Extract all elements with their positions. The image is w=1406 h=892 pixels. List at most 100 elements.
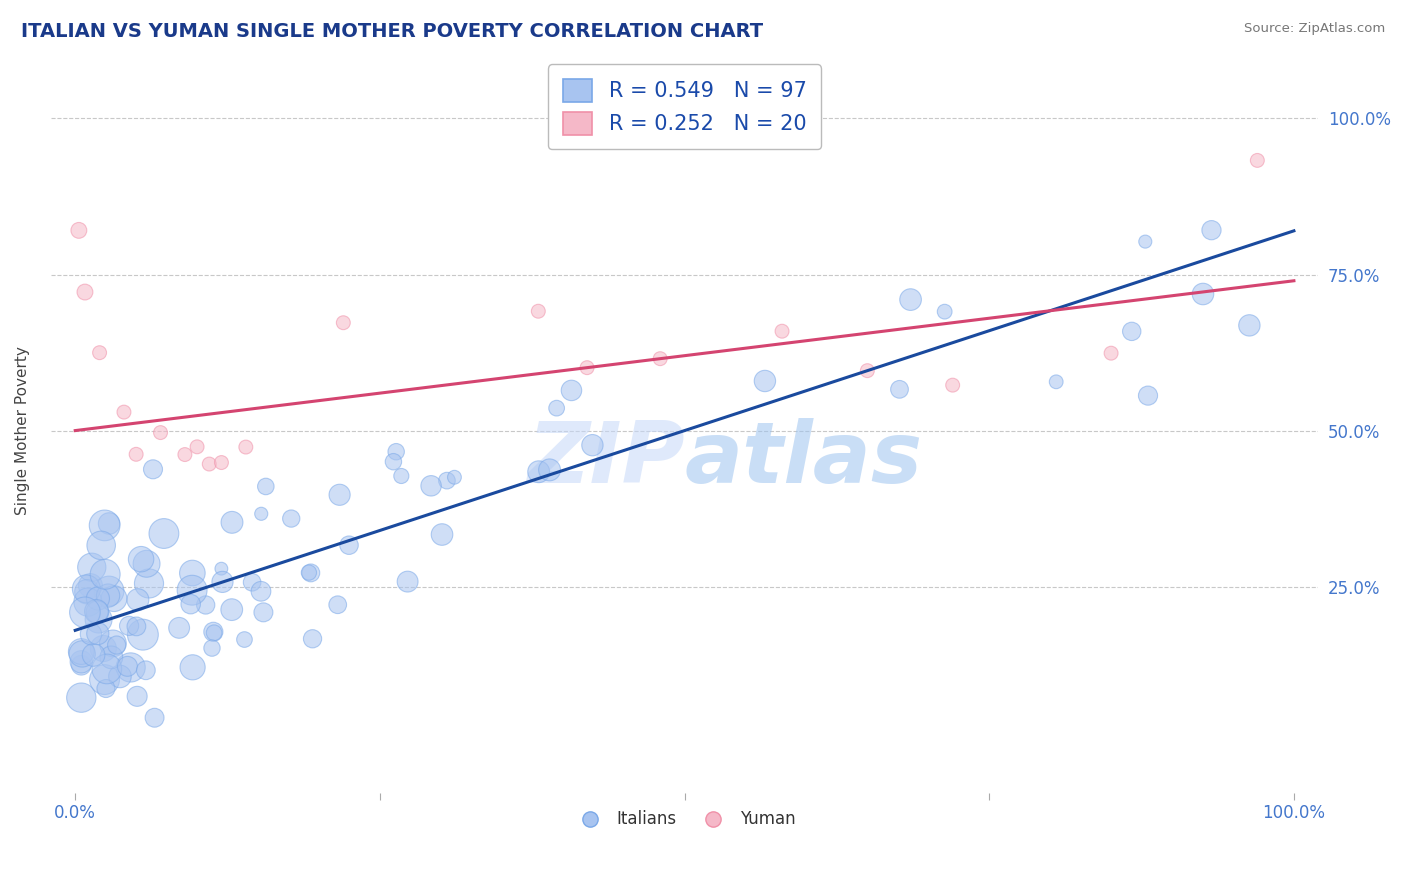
Point: [211, 574, 233, 589]
Point: [546, 401, 568, 416]
Point: [167, 621, 190, 635]
Point: [298, 566, 321, 580]
Point: [396, 574, 419, 589]
Point: [211, 456, 233, 470]
Text: ZIP: ZIP: [527, 418, 685, 501]
Y-axis label: Single Mother Poverty: Single Mother Poverty: [15, 346, 30, 515]
Point: [70, 647, 93, 661]
Point: [125, 447, 148, 461]
Point: [1121, 324, 1143, 338]
Point: [233, 632, 256, 647]
Point: [900, 293, 922, 307]
Point: [942, 378, 965, 392]
Point: [889, 382, 911, 396]
Point: [198, 457, 221, 471]
Point: [142, 462, 165, 476]
Point: [75, 582, 97, 596]
Point: [180, 597, 202, 611]
Point: [1135, 235, 1157, 249]
Point: [87, 626, 110, 640]
Point: [235, 440, 257, 454]
Point: [1246, 153, 1268, 168]
Point: [382, 455, 405, 469]
Point: [301, 632, 323, 646]
Point: [332, 316, 354, 330]
Text: atlas: atlas: [685, 418, 922, 501]
Point: [97, 589, 120, 603]
Point: [389, 469, 412, 483]
Point: [67, 223, 90, 237]
Point: [527, 465, 550, 479]
Point: [250, 507, 273, 521]
Point: [93, 518, 115, 533]
Point: [153, 526, 176, 541]
Point: [120, 660, 142, 674]
Point: [430, 527, 453, 541]
Point: [127, 690, 149, 704]
Point: [576, 360, 599, 375]
Point: [194, 598, 217, 612]
Point: [86, 605, 108, 619]
Point: [135, 557, 157, 571]
Point: [98, 516, 121, 531]
Point: [527, 304, 550, 318]
Point: [650, 351, 672, 366]
Point: [86, 604, 108, 618]
Point: [101, 636, 124, 650]
Point: [202, 624, 225, 639]
Point: [221, 602, 243, 616]
Point: [79, 579, 101, 593]
Point: [112, 405, 135, 419]
Point: [90, 538, 112, 552]
Point: [70, 655, 93, 669]
Point: [581, 438, 603, 452]
Point: [100, 650, 122, 665]
Point: [252, 605, 274, 619]
Point: [209, 562, 232, 576]
Point: [70, 658, 93, 673]
Point: [280, 511, 302, 525]
Point: [754, 374, 776, 388]
Point: [250, 584, 273, 599]
Point: [94, 681, 117, 696]
Point: [186, 440, 208, 454]
Point: [94, 567, 117, 582]
Point: [337, 538, 360, 552]
Point: [538, 463, 561, 477]
Text: Source: ZipAtlas.com: Source: ZipAtlas.com: [1244, 22, 1385, 36]
Point: [770, 324, 793, 338]
Point: [87, 591, 110, 606]
Point: [103, 591, 125, 606]
Point: [76, 584, 98, 599]
Point: [299, 566, 322, 580]
Point: [1045, 375, 1067, 389]
Point: [329, 488, 352, 502]
Point: [80, 627, 103, 641]
Point: [118, 619, 141, 633]
Point: [934, 304, 956, 318]
Point: [83, 648, 105, 662]
Point: [73, 605, 96, 619]
Point: [117, 659, 139, 673]
Point: [80, 560, 103, 574]
Point: [181, 566, 204, 580]
Point: [70, 644, 93, 658]
Point: [87, 613, 110, 627]
Point: [201, 641, 224, 656]
Point: [174, 448, 197, 462]
Point: [856, 364, 879, 378]
Point: [77, 595, 100, 609]
Point: [143, 711, 166, 725]
Point: [436, 474, 458, 488]
Point: [93, 673, 115, 687]
Point: [254, 479, 277, 493]
Point: [181, 583, 204, 598]
Point: [149, 425, 172, 440]
Point: [129, 552, 152, 566]
Point: [108, 669, 131, 683]
Point: [1192, 287, 1215, 301]
Point: [96, 662, 118, 676]
Legend: Italians, Yuman: Italians, Yuman: [567, 804, 803, 835]
Point: [202, 625, 225, 640]
Point: [132, 628, 155, 642]
